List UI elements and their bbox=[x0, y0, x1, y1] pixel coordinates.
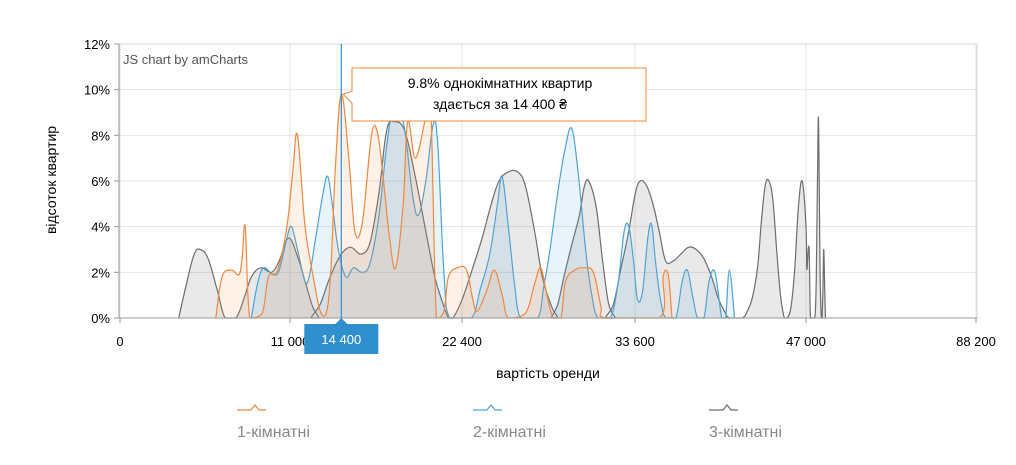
legend-marker bbox=[237, 404, 266, 411]
series-area-fill bbox=[178, 117, 826, 318]
legend-item-1[interactable]: 1-кімнатні bbox=[237, 404, 310, 441]
series-area-fill bbox=[251, 111, 735, 318]
legend-label: 2-кімнатні bbox=[473, 424, 546, 441]
y-axis-title: відсоток квартир bbox=[43, 126, 59, 234]
x-tick-label: 47 000 bbox=[786, 334, 826, 349]
x-tick-label: 22 400 bbox=[442, 334, 482, 349]
y-tick-label: 8% bbox=[91, 128, 110, 143]
cursor-label: 14 400 bbox=[321, 332, 361, 347]
x-tick-label: 0 bbox=[116, 334, 123, 349]
cursor-label-box bbox=[304, 324, 379, 354]
chart-legend[interactable]: 1-кімнатні 2-кімнатні 3-кімнатні bbox=[237, 404, 782, 441]
y-tick-label: 6% bbox=[91, 174, 110, 189]
cursor-pointer bbox=[335, 318, 348, 324]
series-line bbox=[178, 116, 826, 319]
chart-tooltip: 9.8% однокімнатних квартир здається за 14… bbox=[342, 67, 647, 122]
legend-item-2[interactable]: 2-кімнатні bbox=[473, 404, 546, 441]
tooltip-box bbox=[342, 67, 647, 122]
chart-cursor: 14 400 bbox=[304, 44, 379, 354]
series-3-room bbox=[178, 116, 826, 319]
legend-marker bbox=[473, 404, 502, 411]
legend-label: 1-кімнатні bbox=[237, 424, 310, 441]
chart-credits[interactable]: JS chart by amCharts bbox=[123, 52, 248, 67]
y-tick-label: 12% bbox=[84, 37, 110, 52]
legend-item-3[interactable]: 3-кімнатні bbox=[709, 404, 782, 441]
x-axis-title: вартість оренди bbox=[496, 365, 600, 381]
x-tick-label: 33 600 bbox=[615, 334, 655, 349]
y-tick-label: 0% bbox=[91, 311, 110, 326]
tooltip-line-1: 9.8% однокімнатних квартир bbox=[408, 75, 593, 91]
tooltip-line-2: здається за 14 400 ₴ bbox=[433, 96, 567, 112]
legend-marker bbox=[709, 404, 738, 411]
axes: 0% 2% 4% 6% 8% 10% 12% 0 11 000 22 400 33 600 47 00… bbox=[84, 37, 996, 349]
y-tick-label: 2% bbox=[91, 265, 110, 280]
y-tick-label: 10% bbox=[84, 83, 110, 98]
y-tick-label: 4% bbox=[91, 220, 110, 235]
x-tick-label: 11 000 bbox=[271, 334, 310, 349]
legend-label: 3-кімнатні bbox=[709, 424, 782, 441]
x-tick-label: 88 200 bbox=[956, 334, 996, 349]
